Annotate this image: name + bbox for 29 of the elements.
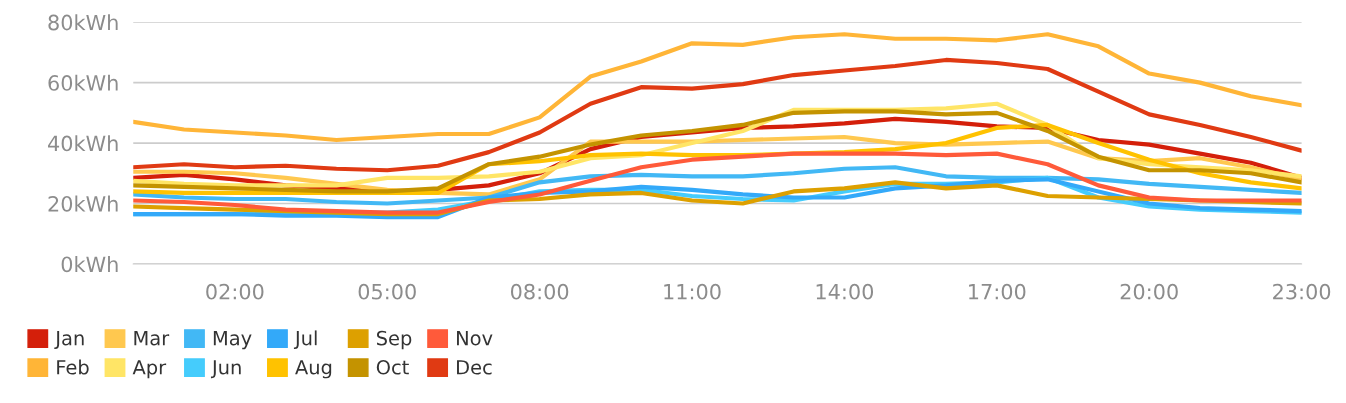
- line-series: [133, 57, 1302, 173]
- legend-label: Aug: [295, 360, 332, 379]
- line-series: [133, 32, 1302, 143]
- y-tick-label: 80kWh: [48, 14, 118, 31]
- y-tick-label: 20kWh: [48, 195, 118, 212]
- legend-label: Apr: [132, 360, 167, 379]
- y-tick-label: 0kWh: [61, 256, 118, 273]
- y-tick-label: 40kWh: [48, 135, 118, 152]
- legend-label: Jan: [54, 331, 84, 350]
- x-tick-label: 05:00: [358, 283, 416, 300]
- legend-label: Oct: [376, 359, 409, 375]
- legend-label: May: [213, 331, 252, 350]
- x-tick-label: 23:00: [1273, 283, 1331, 300]
- legend-label: Jun: [210, 360, 241, 379]
- legend-label: Nov: [457, 331, 493, 346]
- x-tick-label: 02:00: [206, 283, 264, 300]
- x-tick-label: 08:00: [510, 283, 569, 300]
- legend-label: Mar: [134, 331, 170, 346]
- legend-label: Jul: [293, 330, 317, 350]
- y-tick-label: 60kWh: [48, 74, 118, 91]
- legend-label: Sep: [376, 330, 412, 350]
- x-tick-label: 14:00: [816, 283, 874, 300]
- line-series: [133, 151, 1302, 215]
- x-tick-label: 17:00: [969, 283, 1026, 300]
- legend-label: Feb: [57, 359, 89, 375]
- x-tick-label: 11:00: [664, 283, 721, 300]
- line-series: [133, 165, 1302, 206]
- x-tick-label: 20:00: [1120, 283, 1178, 300]
- legend-label: Dec: [457, 360, 492, 375]
